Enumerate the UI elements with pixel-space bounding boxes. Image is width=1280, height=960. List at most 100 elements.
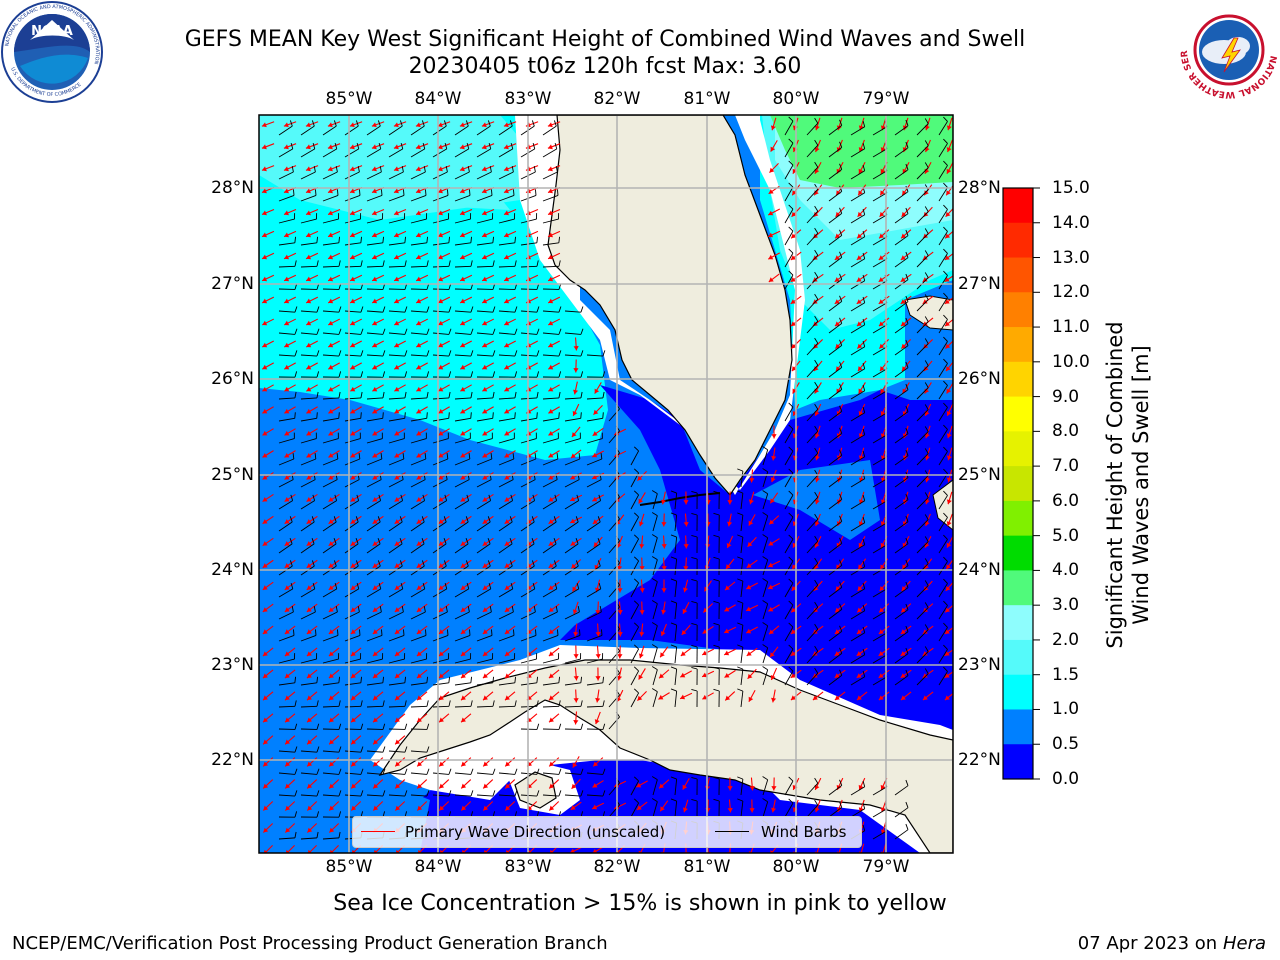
- wave-arrow-509: [504, 559, 516, 569]
- wave-arrow-256: [372, 362, 384, 370]
- wave-arrow-424: [748, 491, 755, 505]
- wind-barb-336: [542, 452, 559, 466]
- wave-arrow-820: [328, 823, 340, 833]
- wind-barb-738: [850, 780, 866, 796]
- wave-arrow-801: [548, 801, 560, 811]
- wind-barb-308: [454, 432, 471, 444]
- wave-arrow-741: [372, 735, 384, 745]
- wind-barb-69: [410, 189, 427, 202]
- wind-barb-4: [366, 120, 381, 136]
- wind-barb-348: [916, 448, 929, 466]
- wave-arrow-470: [350, 537, 362, 547]
- wind-barb-197: [454, 328, 474, 335]
- wave-arrow-484: [661, 535, 667, 549]
- wind-barb-306: [410, 432, 427, 444]
- wave-arrow-1: [283, 121, 297, 128]
- wind-barb-511: [498, 582, 514, 598]
- wind-barb-669: [564, 700, 583, 708]
- wave-arrow-281: [416, 384, 428, 392]
- wind-barb-663: [432, 700, 451, 708]
- wave-arrow-774: [592, 780, 604, 788]
- wind-barb-222: [542, 350, 562, 357]
- lon-label-bottom-4: 81°W: [683, 857, 731, 877]
- wave-arrow-68: [946, 162, 953, 174]
- wave-arrow-786: [858, 777, 866, 791]
- wind-barb-34: [784, 138, 794, 158]
- wave-arrow-500: [306, 559, 318, 569]
- wind-barb-659: [344, 700, 363, 708]
- wind-barb-321: [894, 427, 909, 444]
- map-legend: Primary Wave Direction (unscaled) Wind B…: [352, 816, 862, 848]
- wave-arrow-537: [416, 581, 428, 591]
- wave-arrow-657: [944, 649, 953, 657]
- wave-arrow-515: [639, 557, 645, 571]
- wave-arrow-227: [944, 318, 953, 327]
- wave-arrow-634: [438, 647, 450, 657]
- wave-arrow-22: [946, 117, 953, 131]
- wind-barb-699: [322, 768, 342, 775]
- wind-barb-398: [737, 490, 744, 510]
- wind-barb-597: [344, 653, 362, 664]
- wind-barb-736: [806, 777, 819, 796]
- wave-arrow-711: [724, 691, 736, 701]
- wind-barb-287: [520, 412, 538, 422]
- wind-barb-269: [806, 381, 819, 400]
- wave-arrow-803: [591, 802, 605, 810]
- wind-barb-75: [542, 189, 559, 202]
- wind-barb-342: [784, 446, 794, 466]
- wave-arrow-355: [416, 450, 428, 458]
- wind-barb-552: [713, 600, 720, 620]
- wind-barb-396: [691, 490, 698, 510]
- wind-barb-730: [670, 776, 678, 796]
- lat-label-left-5: 23°N: [211, 655, 254, 675]
- wave-arrow-370: [880, 447, 887, 461]
- wave-arrow-108: [813, 206, 823, 218]
- wave-arrow-791: [328, 801, 340, 811]
- wind-barb-428: [713, 512, 720, 532]
- wave-arrow-573: [504, 603, 516, 613]
- wave-arrow-50: [349, 165, 363, 172]
- wave-arrow-607: [548, 625, 560, 635]
- wind-barb-109: [366, 236, 385, 246]
- wave-arrow-764: [372, 779, 384, 789]
- wind-barb-51: [476, 166, 492, 180]
- wind-barb-3: [344, 120, 359, 136]
- wind-barb-731: [691, 776, 698, 796]
- wind-barb-615: [737, 644, 744, 664]
- wave-arrow-279: [372, 384, 384, 392]
- wind-barb-594: [278, 653, 296, 664]
- wave-arrow-420: [661, 491, 667, 505]
- wind-barb-537: [388, 606, 404, 620]
- wave-arrow-720: [922, 691, 934, 701]
- wind-barb-709: [542, 768, 562, 775]
- colorbar-tick-label-11: 4.0: [1052, 560, 1080, 581]
- wind-barb-235: [344, 371, 364, 378]
- wave-arrow-629: [328, 647, 340, 657]
- wave-arrow-165: [349, 274, 363, 282]
- wave-arrow-776: [636, 780, 648, 788]
- colorbar-segment-1: [1003, 222, 1033, 259]
- wave-arrow-625: [944, 627, 953, 635]
- wave-arrow-600: [394, 625, 406, 635]
- wave-arrow-594: [262, 625, 274, 635]
- wave-arrow-672: [573, 667, 579, 681]
- wave-arrow-379: [372, 472, 384, 480]
- wave-arrow-479: [548, 537, 560, 547]
- wind-barb-13: [784, 116, 794, 136]
- lat-label-left-3: 25°N: [211, 465, 254, 485]
- wave-arrow-620: [834, 625, 846, 635]
- wind-barb-596: [322, 653, 340, 664]
- wave-arrow-139: [283, 252, 297, 260]
- wind-barb-205: [850, 318, 866, 334]
- wind-barb-31: [498, 142, 514, 158]
- wave-arrow-271: [901, 360, 911, 372]
- wave-arrow-303: [372, 406, 384, 414]
- wind-barb-381: [366, 494, 382, 510]
- colorbar-tick-label-0: 15.0: [1052, 178, 1090, 198]
- wind-barb-384: [432, 494, 448, 510]
- wave-arrow-2: [305, 121, 319, 128]
- wave-arrow-60: [769, 162, 779, 174]
- wave-arrow-750: [416, 757, 428, 767]
- wind-barb-36: [828, 141, 843, 158]
